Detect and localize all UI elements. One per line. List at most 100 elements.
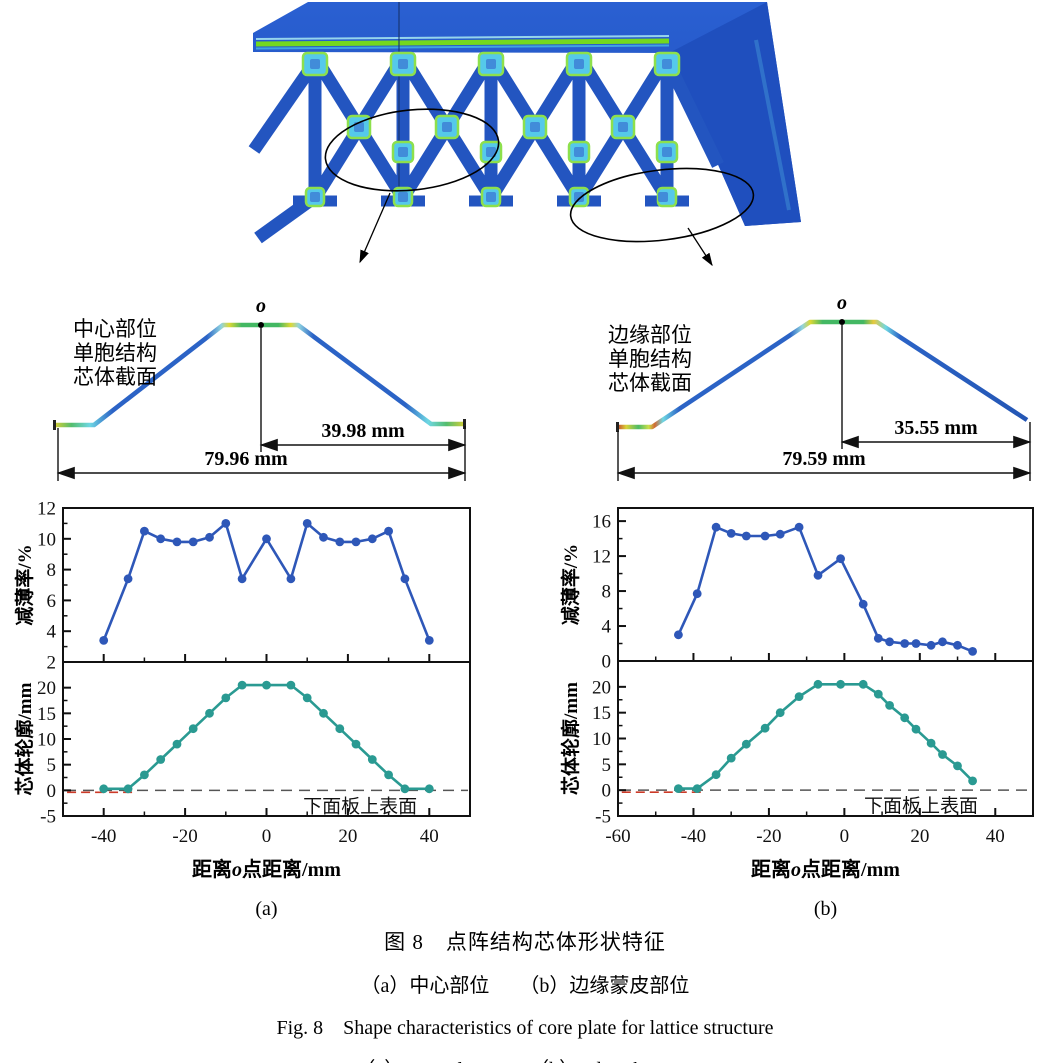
data-point: [367, 755, 377, 764]
data-point: [286, 574, 296, 584]
profile-end-mark-left: [53, 420, 56, 430]
caption-en-title: Fig. 8 Shape characteristics of core pla…: [276, 1017, 774, 1039]
data-point: [836, 554, 845, 564]
data-point: [900, 713, 910, 723]
y-tick-label: 20: [592, 677, 611, 698]
data-point: [99, 636, 109, 645]
y-tick-label: 8: [602, 582, 612, 603]
edge-part-charts: 0 4 8 12 16 减薄率/% 下面板上表面 -5 0 5 10 15 20 芯体轮廓/mm -60 -4…: [559, 507, 1034, 920]
data-point: [968, 647, 977, 656]
data-point: [140, 770, 149, 780]
data-point: [262, 534, 271, 544]
data-point: [335, 537, 345, 547]
figure-captions: 图 8 点阵结构芯体形状特征 （a）中心部位 （b）边缘蒙皮部位 Fig. 8 …: [0, 926, 1050, 1063]
y-tick-label: 16: [592, 512, 611, 533]
data-point: [156, 755, 166, 764]
data-point: [172, 537, 182, 547]
data-point: [938, 750, 947, 759]
origin-point: [839, 319, 845, 325]
total-dimension-value: 79.96 mm: [204, 448, 288, 470]
data-point: [302, 693, 312, 703]
data-point: [953, 640, 962, 650]
subfigure-label: (a): [255, 898, 277, 920]
data-point: [367, 534, 377, 544]
data-point: [775, 708, 785, 718]
data-point: [319, 708, 328, 718]
x-axis-label: 距离o点距离/mm: [192, 857, 341, 881]
x-tick-label: -40: [681, 826, 706, 847]
data-point: [775, 529, 785, 539]
data-point: [926, 738, 936, 748]
section-label-line3: 芯体截面: [73, 365, 157, 389]
callout-arrow-right: [687, 227, 713, 267]
strain-stripe-glow-top: [255, 35, 670, 40]
half-dimension-value: 39.98 mm: [321, 420, 405, 442]
x-tick-label: 0: [840, 826, 850, 847]
y-tick-label: 6: [47, 591, 57, 612]
y-tick-label: 10: [37, 529, 56, 550]
data-point: [885, 637, 894, 647]
data-point: [237, 680, 247, 690]
panel-frame: [62, 507, 471, 663]
edge-section-diagram: o 35.55 mm 79.59 mm 边缘部位 单胞结构 芯体截面: [608, 292, 1032, 481]
data-point: [286, 680, 296, 690]
y-tick-label: 0: [602, 652, 612, 673]
data-point: [711, 522, 721, 532]
x-axis-label: 距离o点距离/mm: [751, 857, 900, 881]
total-dimension-value: 79.59 mm: [782, 448, 866, 470]
x-tick-label: -20: [756, 826, 781, 847]
data-point: [858, 599, 868, 609]
y-tick-label: 8: [47, 560, 57, 581]
x-tick-label: 40: [420, 826, 439, 847]
data-point: [873, 689, 883, 699]
origin-label: o: [837, 292, 847, 314]
x-tick-label: 20: [338, 826, 357, 847]
data-point: [760, 531, 770, 541]
data-point: [140, 526, 149, 536]
data-point: [221, 519, 231, 528]
data-point: [99, 784, 109, 794]
y-tick-label: 5: [602, 755, 612, 776]
data-point: [351, 537, 361, 547]
caption-cn-sub: （a）中心部位 （b）边缘蒙皮部位: [360, 975, 690, 997]
data-point: [741, 531, 751, 541]
central-cell-callout-ellipse: [324, 108, 500, 192]
y-tick-label: 0: [602, 781, 612, 802]
y-axis-label: 减薄率/%: [559, 544, 582, 625]
y-tick-label: 2: [47, 653, 57, 674]
data-point: [953, 761, 962, 771]
edge-core-profile: [618, 319, 1029, 430]
data-point: [938, 637, 947, 647]
data-point: [205, 532, 214, 542]
y-tick-label: 12: [592, 547, 611, 568]
y-axis-label: 减薄率/%: [13, 544, 36, 625]
data-point: [156, 534, 166, 544]
callout-arrow-left: [359, 192, 391, 264]
lattice-nodes: [301, 51, 681, 208]
data-point: [794, 522, 804, 532]
central-part-charts: 24681012减薄率/%下面板上表面-505101520芯体轮廓/mm-40-…: [13, 499, 471, 920]
data-point: [911, 639, 921, 648]
data-point: [794, 692, 804, 701]
y-tick-label: 5: [47, 755, 57, 776]
surface-annotation: 下面板上表面: [303, 795, 417, 817]
data-point: [711, 770, 721, 780]
data-point: [424, 636, 434, 645]
y-axis-label: 芯体轮廓/mm: [13, 682, 36, 795]
data-point: [221, 693, 231, 703]
section-label-line2: 单胞结构: [73, 341, 157, 365]
x-tick-label: 40: [986, 826, 1005, 847]
subfigure-label: (b): [814, 898, 837, 920]
data-point: [123, 574, 133, 584]
strain-stripe: [255, 38, 670, 47]
data-point: [172, 739, 182, 749]
data-point: [237, 574, 247, 584]
y-tick-label: -5: [595, 807, 611, 828]
series-line: [678, 683, 974, 790]
edge-cell-callout-ellipse: [569, 167, 755, 243]
x-tick-label: 0: [262, 826, 272, 847]
data-point: [813, 570, 823, 580]
data-point: [873, 633, 883, 643]
data-point: [262, 680, 271, 690]
section-label-line2: 单胞结构: [608, 347, 692, 371]
